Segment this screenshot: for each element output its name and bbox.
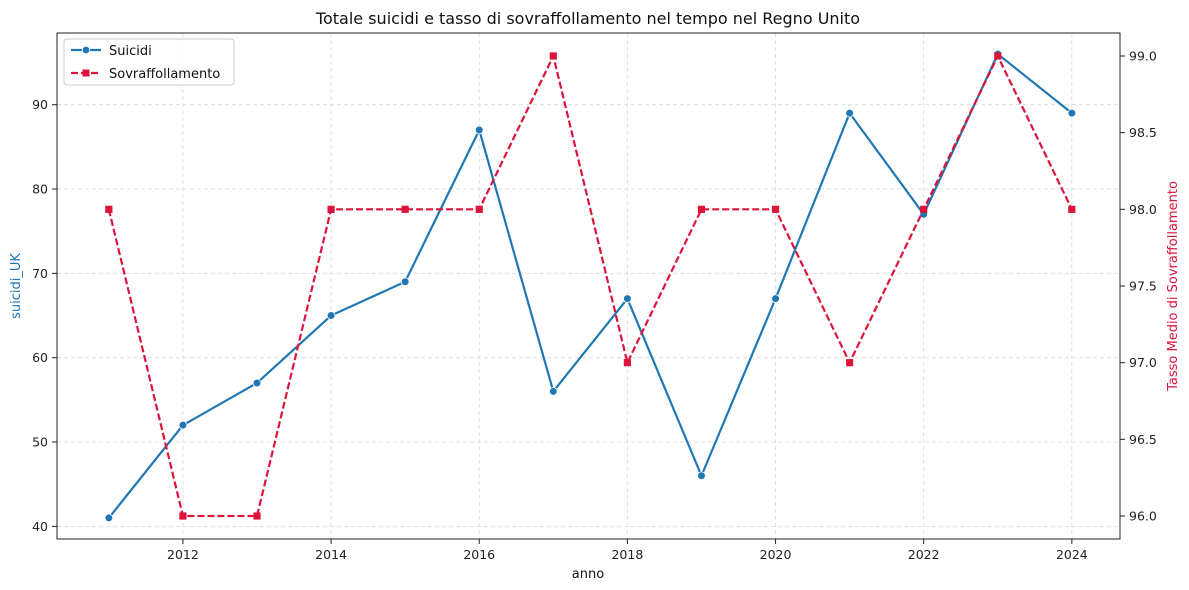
data-point-sovraffollamento [623, 359, 631, 367]
data-point-suicidi [549, 387, 558, 396]
x-tick-label: 2012 [167, 547, 199, 562]
legend-suicidi-marker [81, 45, 91, 55]
x-tick-label: 2014 [315, 547, 347, 562]
x-tick-label: 2018 [611, 547, 643, 562]
y-axis-right-label: Tasso Medio di Sovraffollamento [1166, 181, 1181, 392]
data-point-sovraffollamento [994, 52, 1002, 60]
x-tick-label: 2024 [1056, 547, 1088, 562]
y-right-tick-label: 98.0 [1129, 202, 1157, 217]
data-point-suicidi [1067, 108, 1077, 118]
y-right-tick-label: 99.0 [1129, 49, 1157, 64]
legend-box [63, 38, 235, 86]
data-point-suicidi [697, 471, 706, 481]
data-point-sovraffollamento [846, 359, 854, 367]
y-right-tick-label: 97.5 [1129, 279, 1157, 294]
y-right-tick-label: 96.0 [1129, 509, 1157, 524]
legend: Suicidi Sovraffollamento [63, 38, 235, 86]
series-line-sovraffollamento [107, 54, 1073, 518]
data-point-sovraffollamento [253, 512, 261, 520]
series-layer [104, 49, 1077, 523]
y-right-tick-label: 96.5 [1129, 432, 1157, 447]
plot-frame [56, 32, 1121, 540]
data-point-sovraffollamento [697, 205, 706, 213]
y-left-tick-label: 40 [32, 519, 48, 534]
data-point-suicidi [326, 311, 336, 320]
data-point-sovraffollamento [105, 205, 113, 213]
y-right-tick-label: 98.5 [1129, 125, 1157, 140]
y-left-tick-label: 90 [32, 97, 48, 112]
data-point-sovraffollamento [771, 205, 780, 213]
data-point-sovraffollamento [549, 52, 557, 60]
data-point-sovraffollamento [920, 205, 928, 213]
series-line-suicidi [107, 52, 1073, 519]
x-tick-label: 2020 [760, 547, 792, 562]
data-point-suicidi [623, 294, 632, 303]
data-point-sovraffollamento [1068, 205, 1076, 213]
grid [57, 33, 1120, 539]
chart-title: Totale suicidi e tasso di sovraffollamen… [315, 9, 860, 28]
data-point-suicidi [474, 125, 484, 135]
axes: 2012 2014 2016 2018 2020 2022 2024 40 50 60 70 80 90… [32, 49, 1157, 563]
y-left-tick-label: 50 [32, 435, 48, 450]
data-point-suicidi [771, 294, 780, 303]
data-point-sovraffollamento [475, 205, 483, 213]
data-point-sovraffollamento [327, 205, 335, 213]
x-axis-label: anno [572, 567, 604, 582]
data-point-suicidi [178, 420, 188, 430]
y-left-tick-label: 70 [32, 266, 48, 281]
legend-sovraffollamento-marker [82, 69, 90, 77]
data-point-suicidi [252, 378, 262, 388]
y-left-tick-label: 80 [32, 182, 48, 197]
x-tick-label: 2016 [463, 547, 495, 562]
y-axis-left-label: suicidi_UK [9, 253, 24, 319]
data-point-sovraffollamento [401, 205, 409, 213]
legend-sovraffollamento-label: Sovraffollamento [109, 67, 220, 82]
data-point-suicidi [845, 108, 854, 118]
x-tick-label: 2022 [908, 547, 940, 562]
data-point-suicidi [400, 277, 410, 287]
y-right-tick-label: 97.0 [1129, 355, 1157, 370]
data-point-suicidi [104, 513, 114, 523]
legend-suicidi-label: Suicidi [109, 44, 152, 59]
y-left-tick-label: 60 [32, 350, 48, 365]
data-point-sovraffollamento [179, 512, 187, 520]
